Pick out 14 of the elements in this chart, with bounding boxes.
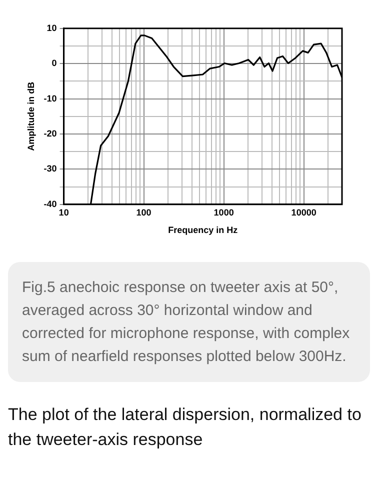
x-axis-title: Frequency in Hz [168, 225, 238, 236]
x-tick-label: 10 [58, 207, 69, 218]
y-tick-label: -10 [44, 93, 57, 104]
y-tick-label: 0 [52, 58, 57, 68]
y-axis-title: Amplitude in dB [26, 81, 36, 151]
caption: Fig.5 anechoic response on tweeter axis at 50°, averaged across 30° horizontal window and corrected for microphone response, with complex sum of nearfield responses plotted below 300Hz. [8, 262, 370, 382]
y-tick-label: -20 [44, 128, 57, 138]
text: The plot of the lateral dispersion, normalized to the tweeter-axis response [8, 404, 362, 451]
y-tick-label: 10 [46, 22, 57, 33]
y-tick-label: -40 [44, 198, 57, 209]
x-tick-label: 1000 [214, 207, 234, 218]
x-tick-label: 10000 [291, 207, 316, 218]
x-tick-label: 100 [136, 207, 152, 218]
y-tick-label: -30 [44, 164, 57, 174]
